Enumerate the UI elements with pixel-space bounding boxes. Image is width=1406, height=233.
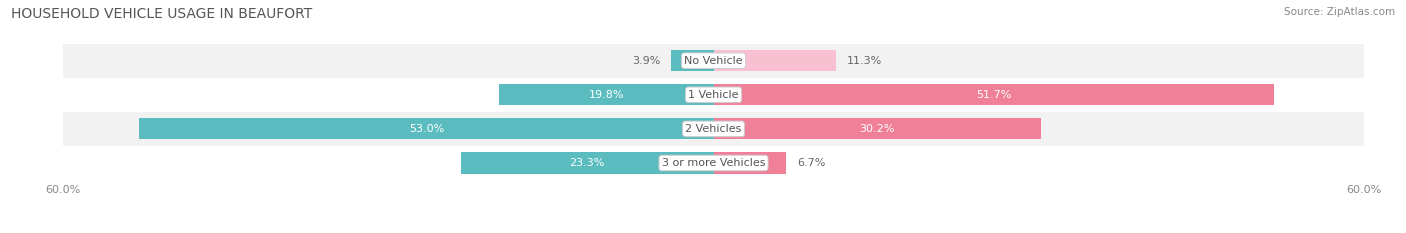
- Text: 11.3%: 11.3%: [846, 56, 882, 66]
- Text: 1 Vehicle: 1 Vehicle: [689, 90, 738, 100]
- Bar: [671, 50, 713, 71]
- Bar: [461, 152, 713, 174]
- Bar: [63, 112, 1364, 146]
- Text: 51.7%: 51.7%: [976, 90, 1011, 100]
- Text: 6.7%: 6.7%: [797, 158, 825, 168]
- Text: 23.3%: 23.3%: [569, 158, 605, 168]
- Text: Source: ZipAtlas.com: Source: ZipAtlas.com: [1284, 7, 1395, 17]
- Text: HOUSEHOLD VEHICLE USAGE IN BEAUFORT: HOUSEHOLD VEHICLE USAGE IN BEAUFORT: [11, 7, 312, 21]
- Text: No Vehicle: No Vehicle: [685, 56, 742, 66]
- Text: 3.9%: 3.9%: [633, 56, 661, 66]
- Text: 53.0%: 53.0%: [409, 124, 444, 134]
- Bar: [499, 84, 713, 105]
- Bar: [713, 152, 786, 174]
- Text: 2 Vehicles: 2 Vehicles: [685, 124, 742, 134]
- Text: 19.8%: 19.8%: [589, 90, 624, 100]
- Bar: [139, 118, 713, 140]
- Text: 30.2%: 30.2%: [859, 124, 894, 134]
- Bar: [713, 50, 837, 71]
- Bar: [63, 78, 1364, 112]
- Text: 3 or more Vehicles: 3 or more Vehicles: [662, 158, 765, 168]
- Bar: [63, 44, 1364, 78]
- Bar: [713, 118, 1040, 140]
- Bar: [63, 146, 1364, 180]
- Bar: [713, 84, 1274, 105]
